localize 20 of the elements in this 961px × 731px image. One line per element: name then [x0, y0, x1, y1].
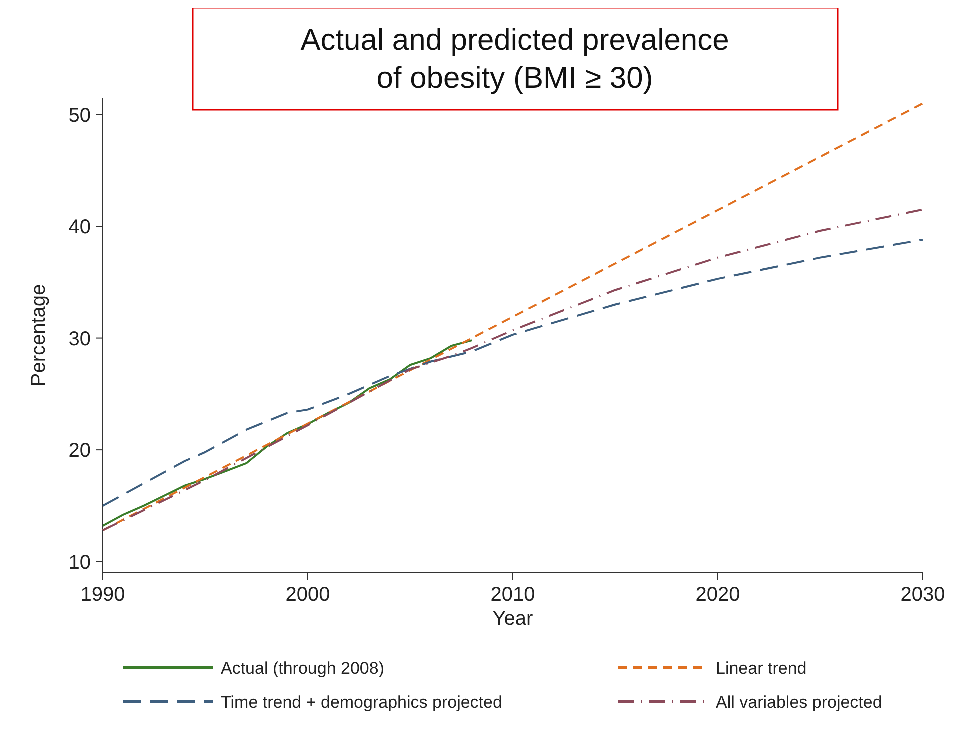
- legend-label: All variables projected: [716, 693, 882, 712]
- x-tick-label: 2000: [286, 584, 330, 606]
- y-axis-title: Percentage: [28, 284, 50, 387]
- line-series: [102, 238, 924, 507]
- x-tick-label: 1990: [80, 584, 126, 606]
- y-tick-label: 10: [68, 552, 91, 574]
- legend-label: Linear trend: [716, 659, 807, 678]
- legend-label: Time trend + demographics projected: [221, 693, 502, 712]
- line-series: [102, 208, 924, 532]
- y-tick-label: 30: [68, 328, 91, 350]
- x-tick-label: 2010: [490, 584, 536, 606]
- y-tick-label: 50: [68, 104, 91, 127]
- legend-label: Actual (through 2008): [221, 659, 384, 678]
- chart-title: Actual and predicted prevalence of obesity (BMI ≥ 30): [300, 24, 730, 95]
- line-series: [102, 340, 473, 528]
- x-axis-title: Year: [492, 608, 534, 630]
- x-tick-label: 2020: [696, 584, 740, 606]
- x-tick-label: 2030: [900, 584, 946, 606]
- y-tick-label: 40: [68, 216, 91, 239]
- y-tick-label: 20: [68, 440, 91, 462]
